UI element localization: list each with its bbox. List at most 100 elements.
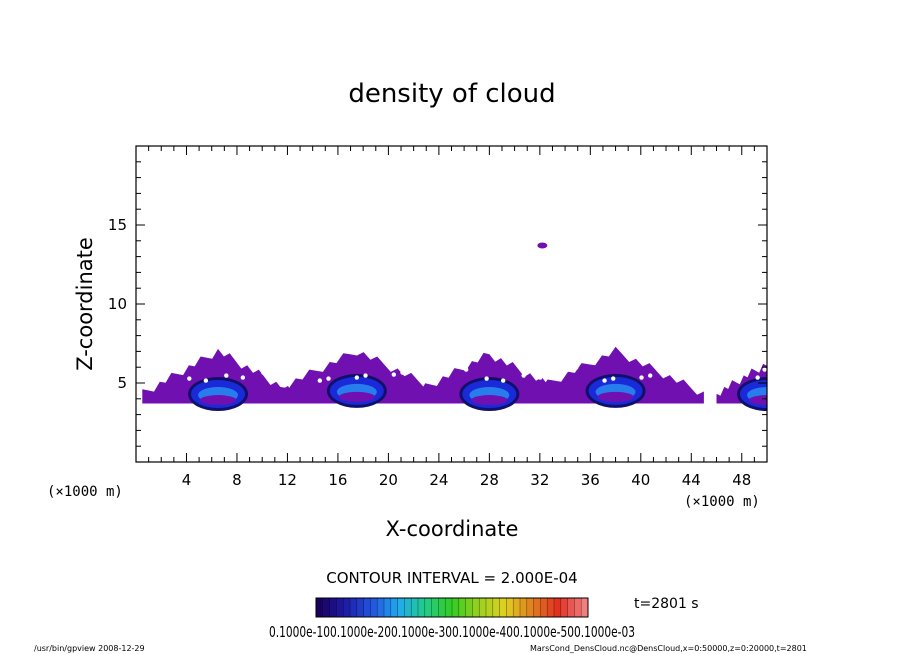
cloud-gap (427, 370, 432, 375)
colorbar-cell (356, 598, 364, 617)
colorbar-cell (431, 598, 439, 617)
colorbar-cell (526, 598, 534, 617)
colorbar-frame (315, 597, 589, 618)
colorbar-cell (520, 598, 528, 617)
cloud-gap (676, 372, 681, 377)
x-tick-label: 28 (480, 471, 499, 489)
cloud-gap (261, 370, 266, 375)
x-tick-label: 8 (232, 471, 242, 489)
colorbar-cell (404, 598, 412, 617)
contour-interval-label: CONTOUR INTERVAL = 2.000E-04 (326, 569, 577, 587)
chart-title: density of cloud (348, 79, 555, 109)
cloud-gap (574, 365, 579, 370)
x-tick-label: 44 (682, 471, 701, 489)
colorbar-cell (479, 598, 487, 617)
colorbar-cell (560, 598, 568, 617)
colorbar-cell (567, 598, 575, 617)
colorbar-cell (350, 598, 358, 617)
cloud-gap (602, 378, 607, 383)
colorbar-cell (472, 598, 480, 617)
cloud-gap (611, 376, 616, 381)
cloud-gap (762, 367, 767, 372)
colorbar-cell (452, 598, 460, 617)
colorbar-cell (316, 598, 324, 617)
colorbar-cell (533, 598, 541, 617)
colorbar-cell (486, 598, 494, 617)
colorbar-cell (540, 598, 548, 617)
cloud-gap (187, 376, 192, 381)
cloud-gap (443, 372, 448, 377)
cloud-gap (639, 375, 644, 380)
cloud-gap (363, 373, 368, 378)
colorbar-cell (581, 598, 589, 617)
cloud-gap (776, 365, 780, 369)
cloud-gap (150, 365, 155, 370)
colorbar-cell (424, 598, 432, 617)
colorbar-cell (438, 598, 446, 617)
y-tick-label: 15 (108, 216, 127, 234)
colorbar-cell (445, 598, 453, 617)
x-tick-label: 36 (581, 471, 600, 489)
x-tick-label: 24 (429, 471, 448, 489)
x-axis-label: X-coordinate (386, 517, 519, 541)
cloud-gap (277, 372, 283, 377)
colorbar-cell (492, 598, 500, 617)
x-tick-label: 16 (328, 471, 347, 489)
cloud-gap (354, 375, 360, 380)
colorbar-cell (390, 598, 398, 617)
colorbar-cell (554, 598, 562, 617)
cloud-core-hole (338, 391, 375, 402)
cloud-gap (224, 373, 229, 378)
cloud-core-hole (597, 391, 634, 402)
time-label: t=2801 s (634, 596, 699, 612)
x-axis: 4 8 12 16 20 24 28 32 36 40 44 48 (135, 146, 768, 489)
colorbar-cell (397, 598, 405, 617)
colorbar-cell (499, 598, 507, 617)
cloud-speck (537, 242, 548, 249)
plot-area (142, 242, 803, 412)
footer-right: MarsCond_DensCloud.nc@DensCloud,x=0:5000… (530, 644, 807, 653)
y-tick-label: 10 (108, 295, 127, 313)
colorbar-cell (384, 598, 392, 617)
cloud-gap (725, 370, 730, 375)
cloud-layer (142, 242, 803, 412)
cloud-gap (792, 372, 796, 376)
colorbar-cell (506, 598, 514, 617)
x-tick-label: 4 (182, 471, 192, 489)
colorbar-cell (458, 598, 466, 617)
colorbar-cell (370, 598, 378, 617)
colorbar-cell (363, 598, 371, 617)
cloud-gap (799, 378, 803, 382)
x-tick-label: 20 (379, 471, 398, 489)
cloud-gap (240, 375, 246, 380)
cloud-gap (400, 370, 405, 375)
colorbar-cell (574, 598, 582, 617)
x-unit-right: (×1000 m) (684, 494, 760, 510)
colorbar-cell (547, 598, 555, 617)
cloud-outer (142, 348, 294, 404)
colorbar-cell (336, 598, 344, 617)
cloud-gap (685, 370, 690, 375)
cloud-gap (755, 375, 760, 380)
cloud-core-hole (471, 395, 508, 406)
cloud-gap (289, 365, 294, 370)
cloud-gap (203, 378, 209, 383)
y-axis: 5 10 15 (108, 145, 767, 463)
plot-frame (135, 145, 768, 463)
cloud-gap (565, 367, 570, 372)
cloud-core-hole (749, 395, 767, 406)
cloud-gap (648, 373, 653, 378)
cloud-gap (769, 373, 773, 377)
y-tick-label: 5 (117, 374, 127, 392)
cloud-gap (464, 367, 469, 372)
x-tick-label: 40 (631, 471, 650, 489)
footer-left: /usr/bin/gpview 2008-12-29 (34, 644, 145, 653)
cloud-gap (521, 373, 526, 378)
cloud-gap (484, 376, 489, 381)
cloud-gap (732, 376, 737, 381)
x-tick-label: 32 (530, 471, 549, 489)
colorbar-cell (418, 598, 426, 617)
colorbar-cell (465, 598, 473, 617)
colorbar (315, 598, 589, 617)
